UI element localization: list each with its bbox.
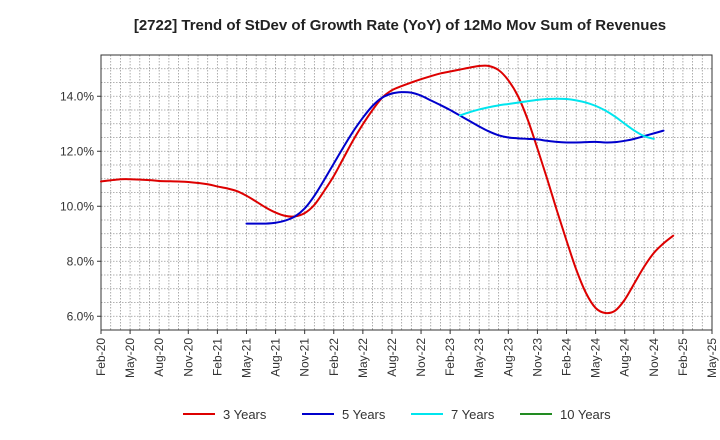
- x-tick-label: Feb-23: [443, 338, 457, 376]
- grid: [101, 55, 712, 330]
- x-tick-label: Feb-20: [94, 338, 108, 376]
- x-tick-label: May-23: [472, 338, 486, 378]
- chart-title: [2722] Trend of StDev of Growth Rate (Yo…: [134, 17, 666, 34]
- x-tick-label: Nov-24: [647, 338, 661, 377]
- x-tick-label: May-20: [123, 338, 137, 378]
- x-tick-label: Aug-22: [385, 338, 399, 377]
- x-tick-label: Aug-24: [618, 338, 632, 377]
- x-tick-label: Nov-22: [414, 338, 428, 377]
- legend-label-10-years: 10 Years: [560, 407, 611, 422]
- legend-label-3-years: 3 Years: [223, 407, 267, 422]
- x-tick-label: Feb-25: [676, 338, 690, 376]
- series-line-3-years: [100, 64, 675, 315]
- series-lines: [100, 64, 675, 315]
- x-tick-label: Feb-24: [560, 338, 574, 376]
- y-tick-label: 8.0%: [67, 254, 95, 268]
- series-line-7-years: [458, 97, 655, 140]
- x-tick-label: May-25: [705, 338, 719, 378]
- series-line-5-years: [245, 91, 665, 225]
- x-tick-label: Feb-21: [210, 338, 224, 376]
- y-tick-label: 6.0%: [67, 309, 95, 323]
- plot-frame: [100, 54, 713, 331]
- x-tick-label: Nov-20: [181, 338, 195, 377]
- y-tick-label: 10.0%: [60, 199, 94, 213]
- legend: 3 Years 5 Years 7 Years 10 Years: [183, 407, 611, 422]
- x-tick-label: Nov-23: [530, 338, 544, 377]
- x-tick-label: Aug-20: [152, 338, 166, 377]
- legend-label-7-years: 7 Years: [451, 407, 495, 422]
- x-tick-label: May-24: [589, 338, 603, 378]
- y-axis: 6.0% 8.0% 10.0% 12.0% 14.0%: [60, 89, 101, 323]
- x-tick-label: Feb-22: [327, 338, 341, 376]
- y-tick-label: 12.0%: [60, 144, 94, 158]
- x-tick-label: Aug-21: [269, 338, 283, 377]
- x-tick-label: May-21: [239, 338, 253, 378]
- legend-label-5-years: 5 Years: [342, 407, 386, 422]
- x-tick-label: May-22: [356, 338, 370, 378]
- x-axis: Feb-20 May-20 Aug-20 Nov-20 Feb-21 May-21 Aug-…: [94, 330, 719, 378]
- x-tick-label: Aug-23: [501, 338, 515, 377]
- y-tick-label: 14.0%: [60, 89, 94, 103]
- x-tick-label: Nov-21: [298, 338, 312, 377]
